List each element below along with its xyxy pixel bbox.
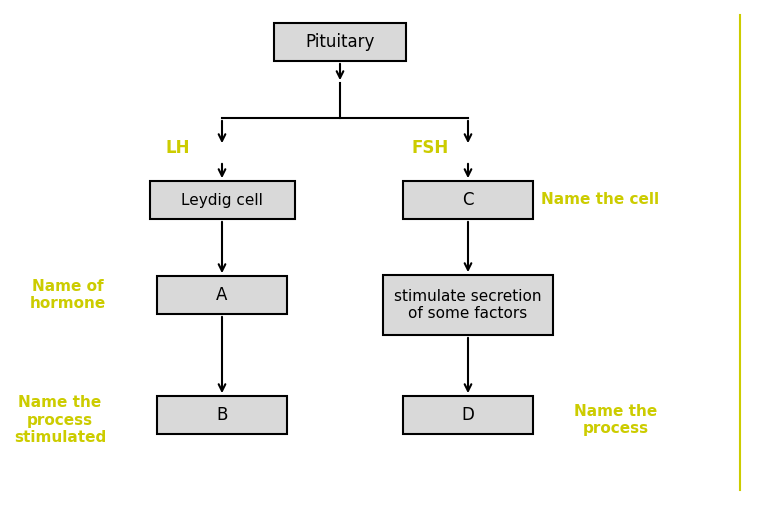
Bar bbox=[157, 396, 287, 434]
Bar bbox=[274, 23, 406, 61]
Text: A: A bbox=[216, 286, 227, 304]
Text: Leydig cell: Leydig cell bbox=[181, 193, 263, 207]
Text: Name the cell: Name the cell bbox=[541, 193, 659, 207]
Text: Name the
process: Name the process bbox=[575, 404, 658, 436]
Text: B: B bbox=[216, 406, 227, 424]
Text: Name the
process
stimulated: Name the process stimulated bbox=[14, 395, 106, 445]
Text: LH: LH bbox=[166, 139, 190, 157]
Text: Pituitary: Pituitary bbox=[305, 33, 374, 51]
Text: D: D bbox=[462, 406, 475, 424]
Text: C: C bbox=[462, 191, 474, 209]
Bar bbox=[383, 275, 553, 335]
Bar bbox=[403, 181, 533, 219]
Text: Name of
hormone: Name of hormone bbox=[30, 279, 106, 311]
Text: stimulate secretion
of some factors: stimulate secretion of some factors bbox=[394, 289, 542, 321]
Text: FSH: FSH bbox=[412, 139, 449, 157]
Bar bbox=[403, 396, 533, 434]
Bar bbox=[157, 276, 287, 314]
Bar bbox=[149, 181, 295, 219]
